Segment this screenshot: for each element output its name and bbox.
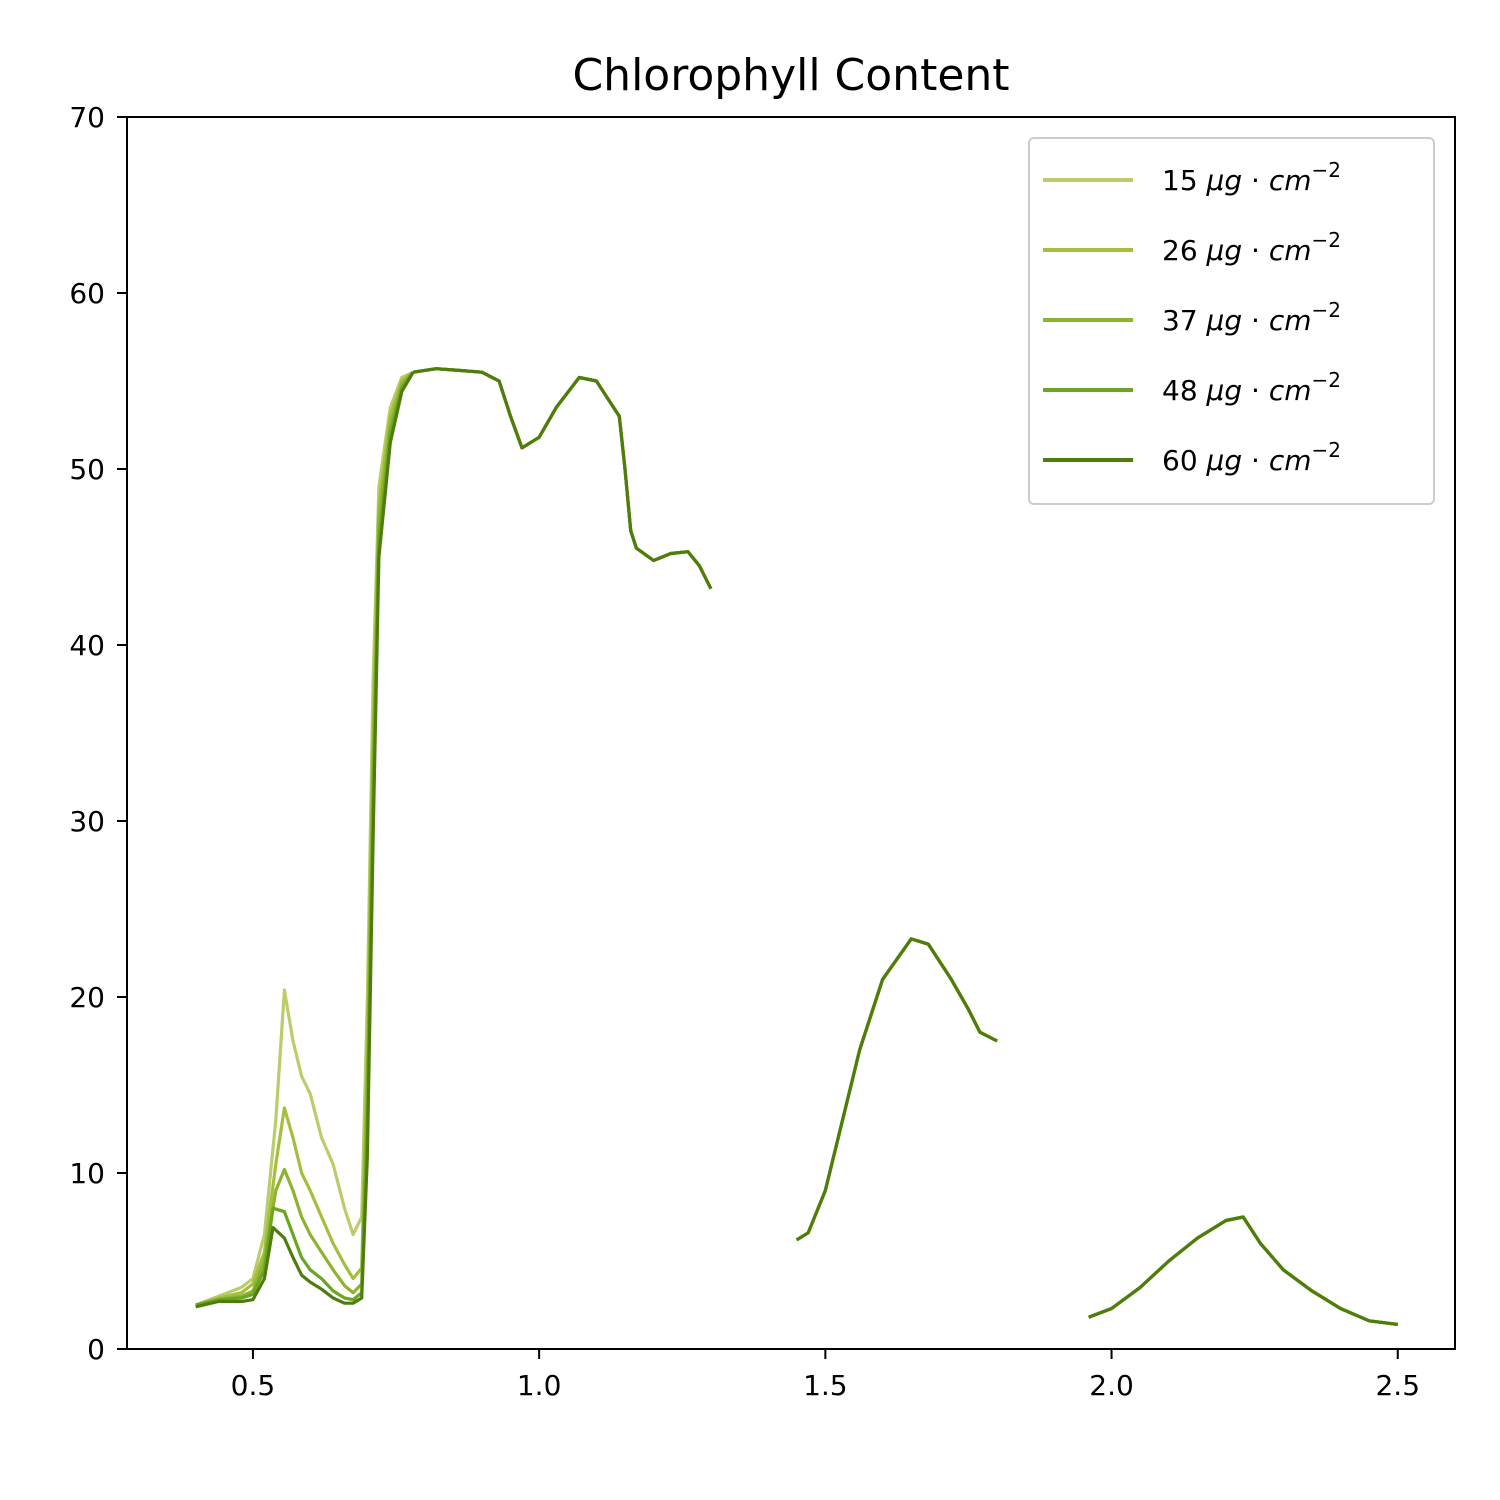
series-26 (195, 367, 1398, 1326)
series-37-segment-4 (1088, 1215, 1398, 1326)
series-48-segment-3 (795, 937, 998, 1242)
y-tick-label: 0 (87, 1333, 105, 1366)
series-60-segment-4 (1088, 1215, 1398, 1326)
y-tick-label: 70 (69, 101, 105, 134)
series-15 (195, 367, 1398, 1326)
y-tick-label: 10 (69, 1157, 105, 1190)
series-60-segment-1 (195, 371, 415, 1309)
legend-item-60: 60 μg · cm−2 (1043, 438, 1341, 477)
legend-label: 48 μg · cm−2 (1162, 368, 1341, 407)
y-tick-label: 60 (69, 277, 105, 310)
legend-item-37: 37 μg · cm−2 (1043, 298, 1341, 337)
series-layer (195, 367, 1398, 1326)
x-tick-label: 2.5 (1375, 1369, 1420, 1402)
x-tick-label: 1.0 (517, 1369, 562, 1402)
legend-box (1028, 137, 1435, 505)
series-15-segment-4 (1088, 1215, 1398, 1326)
y-tick-label: 40 (69, 629, 105, 662)
series-48-segment-1 (195, 371, 415, 1307)
series-48 (195, 367, 1398, 1326)
y-tick-label: 50 (69, 453, 105, 486)
legend-item-48: 48 μg · cm−2 (1043, 368, 1341, 407)
series-37-segment-3 (795, 937, 998, 1242)
series-37 (195, 367, 1398, 1326)
legend-item-26: 26 μg · cm−2 (1043, 228, 1341, 267)
legend: 15 μg · cm−2 26 μg · cm−2 37 μg · cm−2 48 μ… (1028, 137, 1435, 505)
x-tick-label: 0.5 (231, 1369, 276, 1402)
legend-item-15: 15 μg · cm−2 (1043, 158, 1341, 197)
legend-label: 26 μg · cm−2 (1162, 228, 1341, 267)
chart-title: Chlorophyll Content (572, 50, 1009, 101)
legend-label: 15 μg · cm−2 (1162, 158, 1341, 197)
y-tick-label: 30 (69, 805, 105, 838)
legend-label: 60 μg · cm−2 (1162, 438, 1341, 477)
series-15-segment-3 (795, 937, 998, 1242)
x-tick-label: 2.0 (1089, 1369, 1134, 1402)
series-60-segment-3 (795, 937, 998, 1242)
y-tick-label: 20 (69, 981, 105, 1014)
series-26-segment-4 (1088, 1215, 1398, 1326)
series-26-segment-3 (795, 937, 998, 1242)
series-60 (195, 367, 1398, 1326)
plot-area-frame (126, 116, 1456, 1350)
y-axis: 0 10 20 30 40 50 60 70 (69, 101, 127, 1366)
x-axis: 0.5 1.0 1.5 2.0 2.5 (231, 1349, 1420, 1402)
series-60-segment-2 (412, 367, 713, 590)
legend-label: 37 μg · cm−2 (1162, 298, 1341, 337)
x-tick-label: 1.5 (803, 1369, 848, 1402)
series-48-segment-4 (1088, 1215, 1398, 1326)
